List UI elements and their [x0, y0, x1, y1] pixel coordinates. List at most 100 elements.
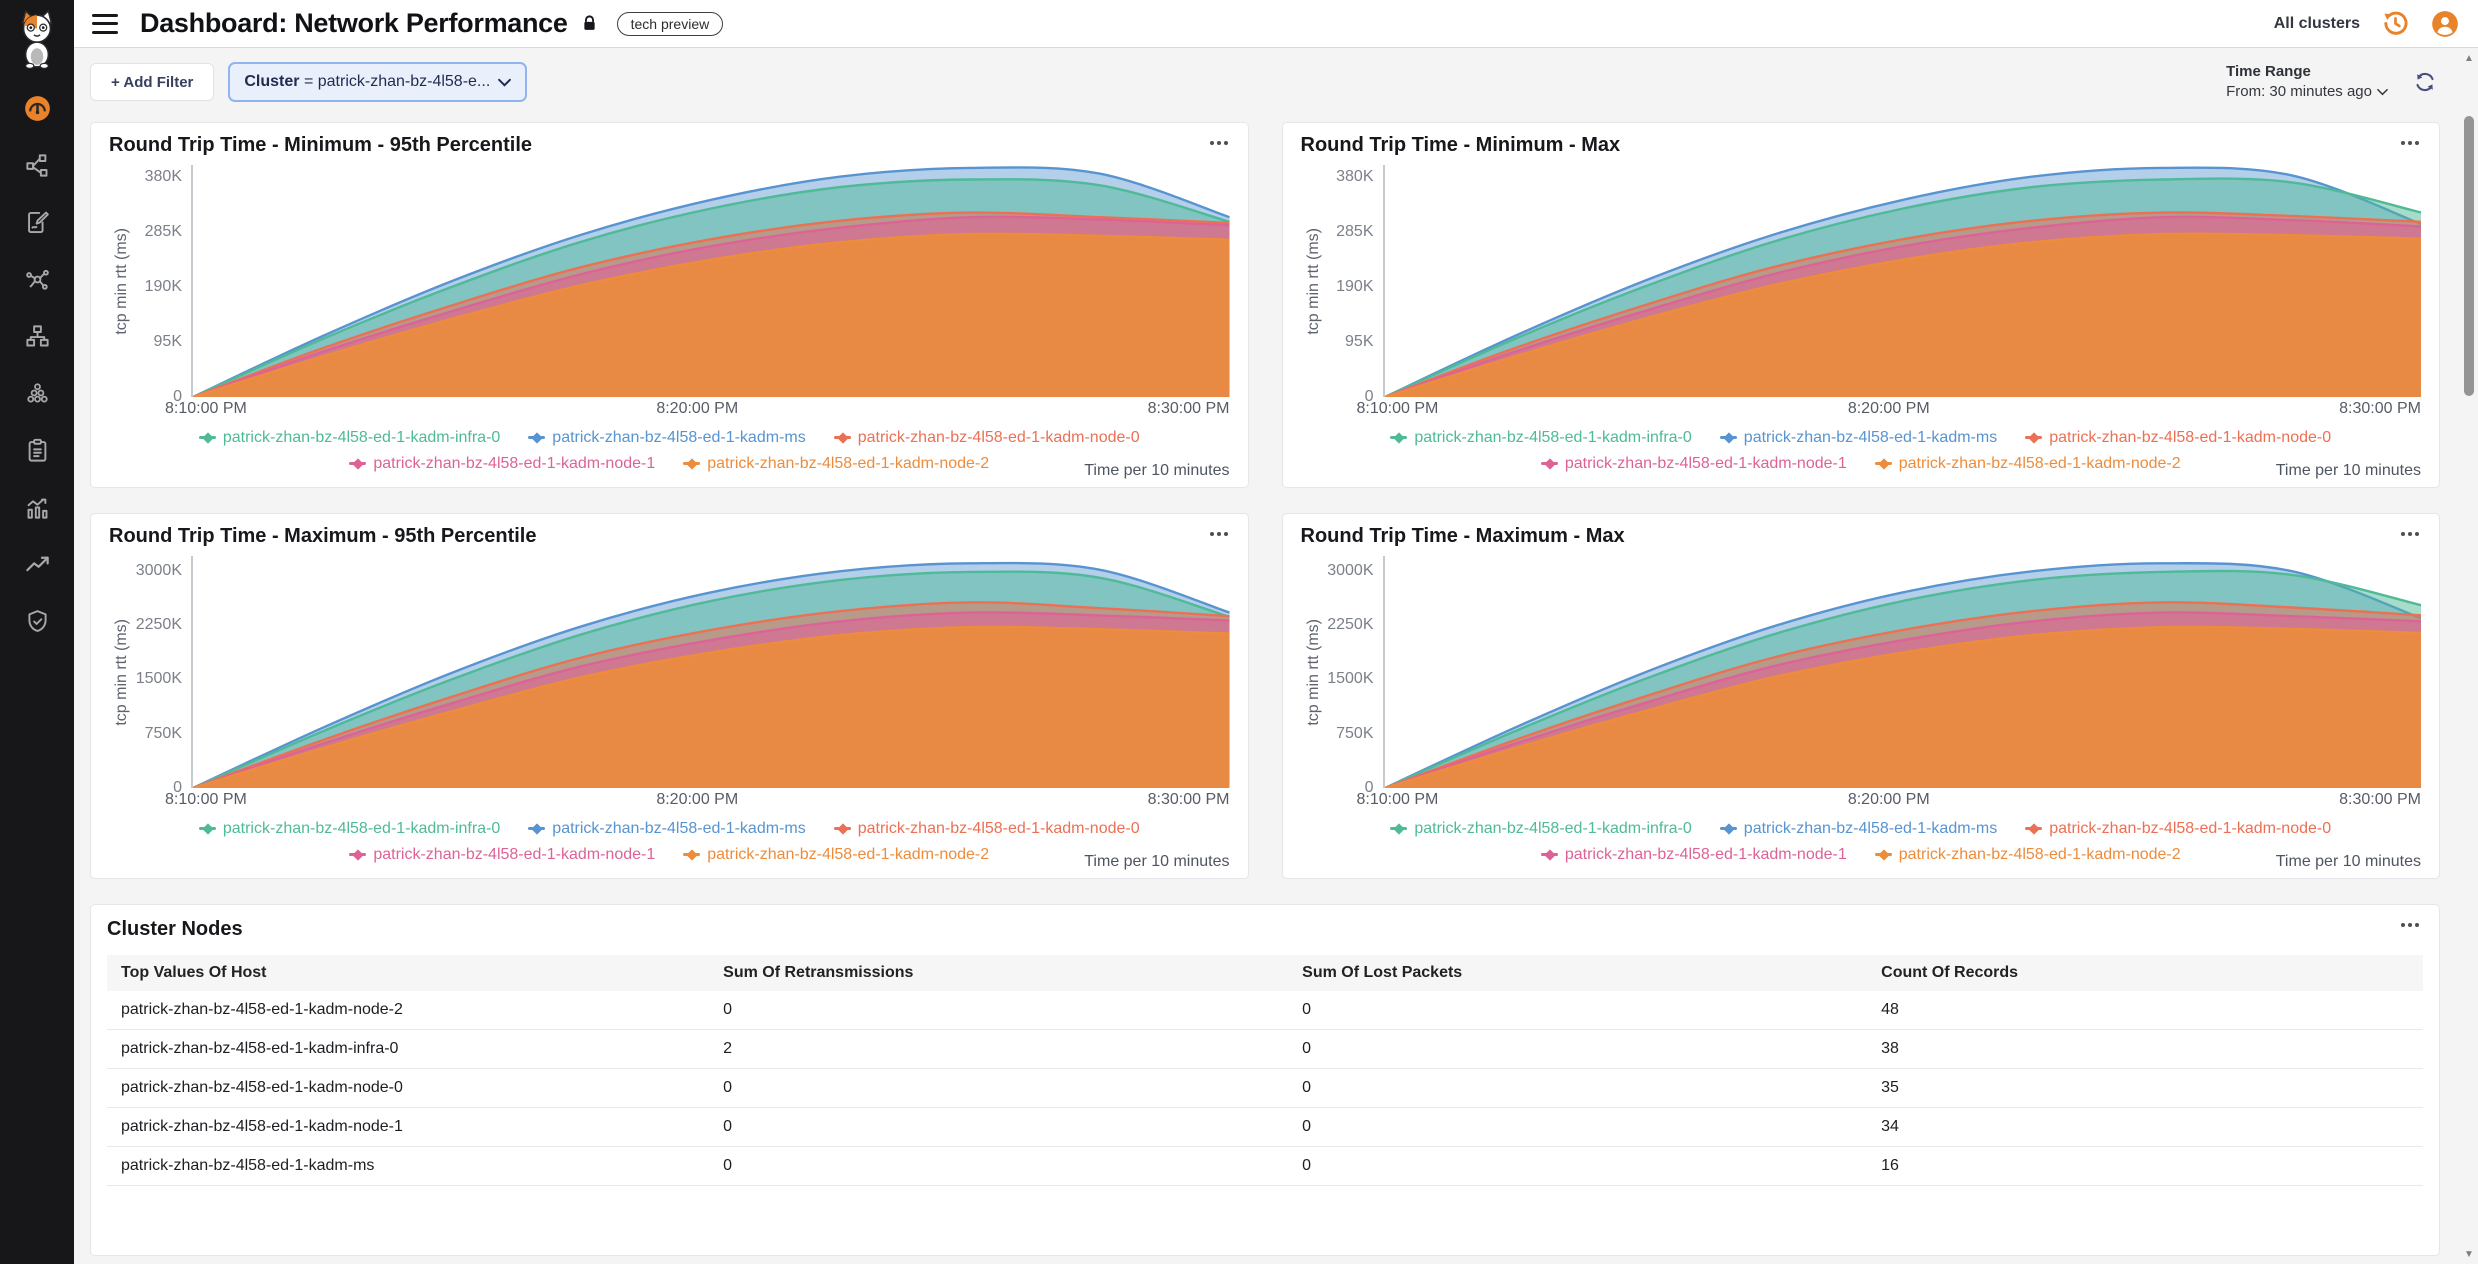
- y-axis-label: tcp min rtt (ms): [1304, 618, 1322, 726]
- legend-item[interactable]: patrick-zhan-bz-4l58-ed-1-kadm-node-0: [2025, 426, 2331, 449]
- user-avatar-icon: [2432, 10, 2458, 37]
- cat-mascot-logo[interactable]: [9, 6, 65, 72]
- sidebar-item-infrastructure[interactable]: [0, 308, 74, 365]
- scrollbar-thumb[interactable]: [2464, 116, 2474, 396]
- panel-menu-button[interactable]: [2397, 137, 2423, 149]
- table-cell: 0: [709, 1068, 1289, 1108]
- scrollbar-up-button[interactable]: ▲: [2464, 53, 2474, 64]
- sidebar-item-network[interactable]: [0, 251, 74, 308]
- legend-item[interactable]: patrick-zhan-bz-4l58-ed-1-kadm-ms: [528, 817, 806, 840]
- table-cell: patrick-zhan-bz-4l58-ed-1-kadm-infra-0: [107, 1029, 710, 1069]
- legend-label: patrick-zhan-bz-4l58-ed-1-kadm-infra-0: [222, 429, 501, 446]
- time-range-control: Time Range From: 30 minutes ago: [2226, 62, 2388, 102]
- panel-rtt-maximum-95th-percentile: Round Trip Time - Maximum - 95th Percent…: [90, 513, 1249, 879]
- sidebar-item-logs[interactable]: [0, 422, 74, 479]
- legend-marker-icon: [1540, 853, 1558, 856]
- legend-item[interactable]: patrick-zhan-bz-4l58-ed-1-kadm-infra-0: [198, 817, 501, 840]
- sidebar-item-topology[interactable]: [0, 137, 74, 194]
- legend-item[interactable]: patrick-zhan-bz-4l58-ed-1-kadm-node-1: [349, 452, 655, 475]
- chart-legend: patrick-zhan-bz-4l58-ed-1-kadm-infra-0 pa…: [1301, 817, 2421, 866]
- sidebar-item-trends[interactable]: [0, 536, 74, 593]
- legend-item[interactable]: patrick-zhan-bz-4l58-ed-1-kadm-node-2: [1874, 452, 2181, 475]
- chart-plot-area[interactable]: [191, 556, 1230, 788]
- legend-item[interactable]: patrick-zhan-bz-4l58-ed-1-kadm-node-2: [683, 452, 989, 475]
- table-cell: 0: [1288, 1029, 1868, 1069]
- table-cell: 16: [1867, 1146, 2423, 1186]
- page-scrollbar[interactable]: ▲ ▼: [2462, 52, 2476, 1262]
- legend-marker-icon: [528, 436, 546, 439]
- legend-label: patrick-zhan-bz-4l58-ed-1-kadm-node-2: [707, 846, 990, 863]
- cat-mascot-icon: [21, 9, 53, 69]
- legend-item[interactable]: patrick-zhan-bz-4l58-ed-1-kadm-node-2: [683, 843, 989, 866]
- x-tick-label: 8:10:00 PM: [165, 400, 247, 417]
- legend-item[interactable]: patrick-zhan-bz-4l58-ed-1-kadm-node-0: [833, 426, 1140, 449]
- sidebar-item-dashboards[interactable]: [0, 80, 74, 137]
- legend-marker-icon: [683, 853, 701, 856]
- y-tick-label: 2250K: [135, 615, 182, 633]
- y-tick-label: 285K: [144, 222, 182, 240]
- time-range-label: Time Range: [2226, 63, 2311, 80]
- panel-title: Round Trip Time - Maximum - 95th Percent…: [109, 525, 537, 547]
- table-row: patrick-zhan-bz-4l58-ed-1-kadm-ms 0 0 16: [107, 1146, 2423, 1186]
- panel-menu-button[interactable]: [2397, 528, 2423, 540]
- sidebar-item-clusters[interactable]: [0, 365, 74, 422]
- sidebar-item-analytics[interactable]: [0, 479, 74, 536]
- sidebar-item-security[interactable]: [0, 593, 74, 650]
- legend-item[interactable]: patrick-zhan-bz-4l58-ed-1-kadm-node-1: [1540, 452, 1847, 475]
- legend-label: patrick-zhan-bz-4l58-ed-1-kadm-infra-0: [222, 820, 501, 837]
- table-row: patrick-zhan-bz-4l58-ed-1-kadm-node-0 0 0 3…: [107, 1068, 2423, 1108]
- top-header: Dashboard: Network Performance tech prev…: [74, 0, 2478, 48]
- legend-item[interactable]: patrick-zhan-bz-4l58-ed-1-kadm-node-0: [833, 817, 1140, 840]
- legend-item[interactable]: patrick-zhan-bz-4l58-ed-1-kadm-ms: [1719, 817, 1997, 840]
- legend-item[interactable]: patrick-zhan-bz-4l58-ed-1-kadm-node-0: [2025, 817, 2331, 840]
- filter-bar: + Add Filter Cluster = patrick-zhan-bz-4…: [90, 62, 2440, 102]
- table-cell: patrick-zhan-bz-4l58-ed-1-kadm-node-1: [107, 1107, 710, 1147]
- legend-label: patrick-zhan-bz-4l58-ed-1-kadm-node-2: [707, 455, 990, 472]
- chart-plot-area[interactable]: [191, 165, 1230, 397]
- panel-rtt-maximum-max: Round Trip Time - Maximum - Max tcp min …: [1281, 513, 2440, 879]
- y-tick-label: 3000K: [135, 561, 182, 579]
- legend-item[interactable]: patrick-zhan-bz-4l58-ed-1-kadm-ms: [528, 426, 806, 449]
- legend-marker-icon: [349, 462, 367, 465]
- menu-hamburger-button[interactable]: [92, 13, 118, 34]
- y-tick-label: 190K: [144, 277, 182, 295]
- legend-item[interactable]: patrick-zhan-bz-4l58-ed-1-kadm-infra-0: [198, 426, 501, 449]
- user-avatar-button[interactable]: [2430, 9, 2460, 39]
- legend-item[interactable]: patrick-zhan-bz-4l58-ed-1-kadm-node-1: [1540, 843, 1847, 866]
- panel-menu-button[interactable]: [2397, 919, 2423, 931]
- y-axis-label: tcp min rtt (ms): [113, 227, 130, 335]
- legend-item[interactable]: patrick-zhan-bz-4l58-ed-1-kadm-node-2: [1874, 843, 2181, 866]
- panel-menu-button[interactable]: [1206, 137, 1232, 149]
- table-cell: patrick-zhan-bz-4l58-ed-1-kadm-node-0: [107, 1068, 710, 1108]
- time-range-from-dropdown[interactable]: From: 30 minutes ago: [2226, 82, 2388, 102]
- x-tick-label: 8:20:00 PM: [656, 791, 739, 808]
- all-clusters-link[interactable]: All clusters: [2273, 14, 2360, 32]
- panel-menu-button[interactable]: [1206, 528, 1232, 540]
- cluster-nodes-table: Top Values Of Host Sum Of Retransmissions…: [107, 955, 2423, 1186]
- legend-label: patrick-zhan-bz-4l58-ed-1-kadm-node-0: [2049, 820, 2332, 837]
- legend-marker-icon: [1540, 462, 1558, 465]
- legend-label: patrick-zhan-bz-4l58-ed-1-kadm-node-1: [1564, 455, 1847, 472]
- table-cell: patrick-zhan-bz-4l58-ed-1-kadm-node-2: [107, 991, 710, 1030]
- y-tick-label: 95K: [1345, 332, 1374, 350]
- legend-label: patrick-zhan-bz-4l58-ed-1-kadm-node-1: [373, 455, 656, 472]
- chart-plot-area[interactable]: [1382, 556, 2421, 788]
- chart-plot-area[interactable]: [1382, 165, 2421, 397]
- table-column-header: Sum Of Retransmissions: [709, 955, 1289, 991]
- scrollbar-down-button[interactable]: ▼: [2464, 1249, 2474, 1260]
- legend-item[interactable]: patrick-zhan-bz-4l58-ed-1-kadm-infra-0: [1390, 426, 1692, 449]
- lock-icon: [580, 14, 599, 33]
- legend-item[interactable]: patrick-zhan-bz-4l58-ed-1-kadm-infra-0: [1390, 817, 1692, 840]
- legend-marker-icon: [198, 436, 216, 439]
- legend-item[interactable]: patrick-zhan-bz-4l58-ed-1-kadm-node-1: [349, 843, 655, 866]
- history-icon-button[interactable]: [2380, 9, 2410, 39]
- sidebar-item-reports[interactable]: [0, 194, 74, 251]
- y-tick-label: 95K: [153, 332, 182, 350]
- clipboard-icon: [28, 438, 46, 462]
- refresh-button[interactable]: [2410, 67, 2440, 97]
- legend-item[interactable]: patrick-zhan-bz-4l58-ed-1-kadm-ms: [1719, 426, 1997, 449]
- table-cell: 0: [709, 1107, 1289, 1147]
- chevron-down-icon: [498, 78, 512, 87]
- add-filter-button[interactable]: + Add Filter: [90, 63, 215, 101]
- cluster-filter-chip[interactable]: Cluster = patrick-zhan-bz-4l58-e...: [228, 62, 528, 102]
